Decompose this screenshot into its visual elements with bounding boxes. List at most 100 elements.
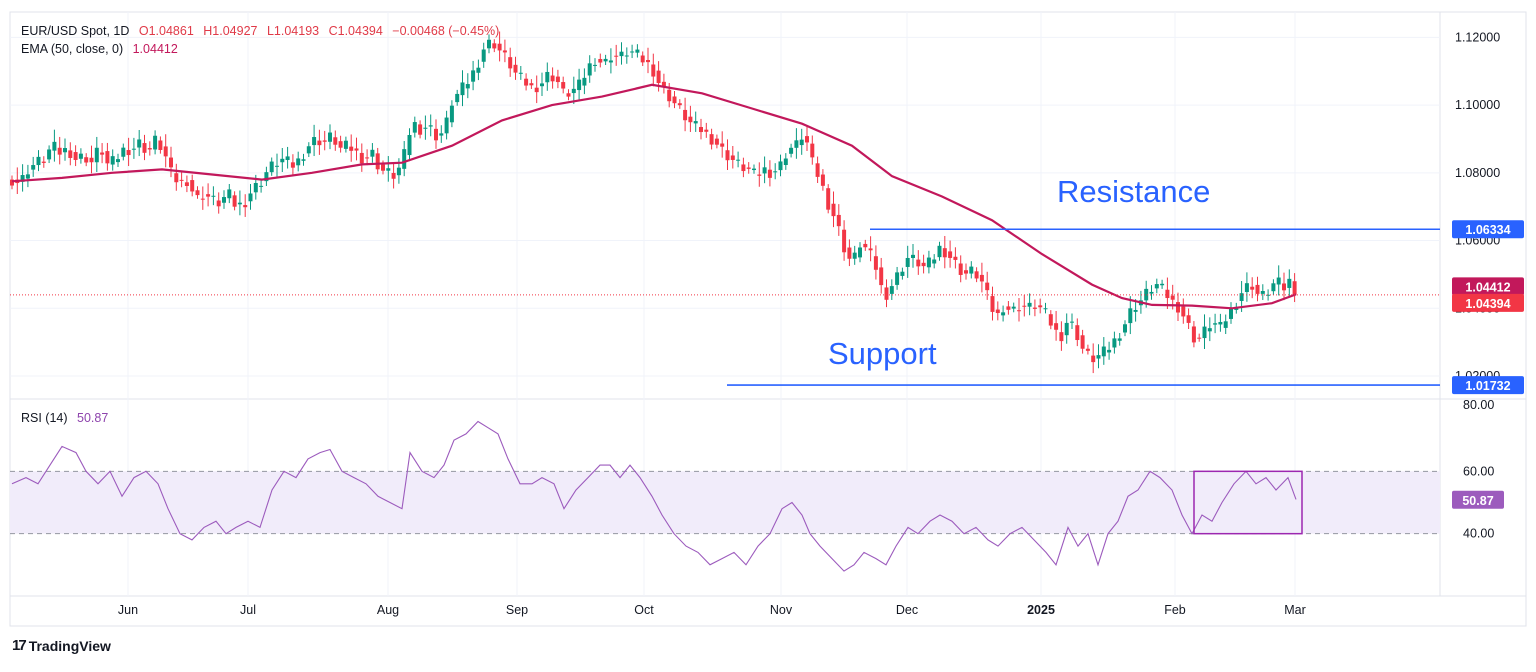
candle-body [805, 136, 809, 143]
candle-body [1043, 308, 1048, 310]
candle-body [773, 171, 778, 173]
candle-body [895, 272, 900, 285]
candle-body [1022, 305, 1027, 307]
candle-body [306, 146, 311, 154]
candle-body [1191, 326, 1196, 343]
candle-body [852, 252, 857, 259]
candle-body [1292, 281, 1297, 295]
candle-body [783, 158, 788, 166]
ema-label[interactable]: EMA (50, close, 0) [21, 42, 124, 56]
candle-body [301, 159, 306, 161]
candle-body [253, 182, 258, 193]
candle-body [677, 103, 682, 106]
candle-body [100, 152, 105, 155]
candle-body [476, 67, 481, 73]
candle-body [1117, 338, 1122, 341]
candle-body [704, 129, 709, 132]
candle-body [259, 185, 264, 187]
candle-body [778, 161, 783, 171]
candle-body [1006, 306, 1011, 310]
resistance-price-label: 1.06334 [1465, 223, 1510, 237]
ohlc-legend: EUR/USD Spot, 1D O1.04861 H1.04927 L1.04… [21, 24, 505, 38]
support-price-label: 1.01732 [1465, 379, 1510, 393]
price-tick-label: 1.10000 [1455, 98, 1500, 112]
price-tick-label: 1.12000 [1455, 30, 1500, 44]
candle-body [57, 147, 62, 155]
candle-body [540, 83, 544, 87]
tradingview-logo[interactable]: 17 TradingView [12, 637, 111, 654]
candle-body [1075, 325, 1080, 341]
candle-body [354, 148, 359, 151]
candle-body [333, 137, 338, 145]
candle-body [921, 262, 926, 267]
candle-body [762, 167, 767, 174]
candle-body [365, 157, 370, 159]
candle-body [990, 296, 995, 312]
candle-body [1176, 302, 1180, 313]
candle-body [200, 198, 205, 200]
candle-body [412, 122, 417, 133]
candle-body [163, 146, 168, 157]
tradingview-logo-mark: 17 [12, 637, 27, 654]
candle-body [169, 157, 173, 168]
candle-body [1107, 349, 1112, 353]
candle-body [94, 147, 99, 163]
candle-body [1085, 348, 1090, 351]
candle-body [222, 197, 226, 203]
candle-body [842, 229, 847, 253]
candle-body [529, 83, 534, 86]
candle-body [142, 143, 147, 153]
time-tick-label: Mar [1284, 603, 1306, 617]
candle-body [465, 84, 470, 89]
candle-body [52, 141, 57, 151]
candle-body [1059, 332, 1064, 342]
candle-body [884, 287, 889, 300]
candle-body [428, 125, 433, 127]
time-tick-label: 2025 [1027, 603, 1055, 617]
candle-body [322, 140, 327, 142]
ema-price-label: 1.04412 [1465, 280, 1510, 294]
candle-body [1091, 355, 1096, 363]
candle-body [386, 168, 391, 171]
time-tick-label: Feb [1164, 603, 1186, 617]
time-tick-label: Oct [634, 603, 654, 617]
candle-body [932, 259, 937, 264]
candle-body [275, 165, 279, 167]
rsi-legend: RSI (14) 50.87 [21, 411, 114, 425]
resistance-price-tag [1452, 220, 1524, 239]
candle-body [1181, 306, 1186, 317]
candle-body [1239, 293, 1244, 301]
last-price-tag [1452, 293, 1524, 312]
support-annotation: Support [828, 336, 937, 371]
candle-body [873, 256, 878, 270]
candle-body [248, 193, 253, 202]
candle-body [1080, 335, 1085, 349]
candle-body [1250, 286, 1255, 290]
candle-body [651, 64, 656, 77]
candle-body [375, 153, 380, 170]
candle-body [513, 64, 518, 73]
symbol-title[interactable]: EUR/USD Spot, 1D [21, 24, 130, 38]
candle-body [328, 132, 332, 142]
candle-body [730, 155, 735, 160]
candle-body [449, 105, 454, 123]
candle-body [974, 271, 979, 279]
candle-body [667, 89, 672, 102]
candle-body [487, 39, 491, 49]
rsi-label[interactable]: RSI (14) [21, 411, 68, 425]
candle-body [905, 257, 910, 267]
candle-body [497, 43, 502, 51]
candle-body [131, 148, 136, 150]
candle-body [1133, 309, 1138, 312]
candle-body [1165, 289, 1170, 299]
candle-body [20, 175, 25, 182]
candle-body [126, 150, 131, 156]
candle-body [826, 188, 831, 210]
candle-body [158, 140, 163, 150]
candle-body [1160, 283, 1165, 286]
candle-body [391, 172, 396, 179]
candle-body [264, 172, 269, 182]
candle-body [1170, 295, 1175, 300]
candle-body [508, 57, 513, 69]
last-price-label: 1.04394 [1465, 297, 1510, 311]
